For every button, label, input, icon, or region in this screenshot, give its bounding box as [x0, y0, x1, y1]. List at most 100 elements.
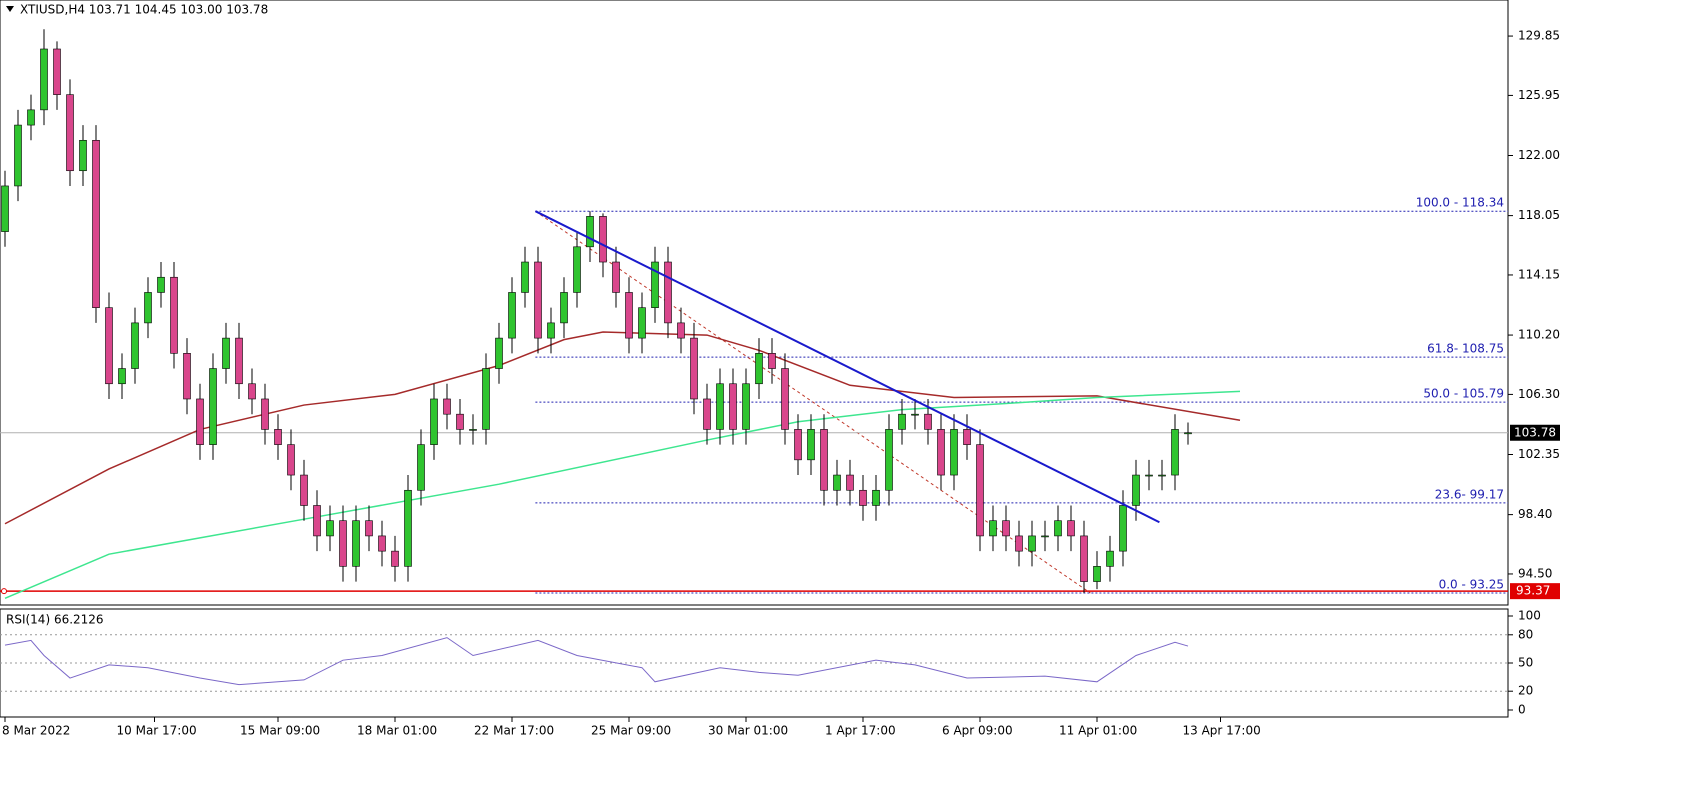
- candle-body: [248, 383, 256, 400]
- candle-body: [1041, 535, 1049, 538]
- candle-body: [508, 292, 516, 339]
- candle-body: [950, 429, 958, 476]
- fib-label: 61.8- 108.75: [1427, 342, 1504, 356]
- support-label: 93.37: [1516, 584, 1550, 598]
- candle-body: [417, 444, 425, 491]
- x-tick-label: 22 Mar 17:00: [474, 724, 554, 738]
- candle-body: [1, 185, 9, 232]
- candle-body: [469, 429, 477, 431]
- candle-body: [755, 353, 763, 385]
- rsi-label: RSI(14) 66.2126: [6, 613, 104, 627]
- candle-body: [547, 322, 555, 339]
- candle-body: [885, 429, 893, 491]
- x-tick-label: 25 Mar 09:00: [591, 724, 671, 738]
- support-anchor: [1, 588, 7, 595]
- candle-body: [261, 398, 269, 430]
- candle-body: [924, 413, 932, 430]
- moving-average: [4, 390, 1241, 599]
- x-tick-label: 15 Mar 09:00: [240, 724, 320, 738]
- candle-body: [664, 261, 672, 324]
- candle-body: [599, 216, 607, 263]
- candle-body: [651, 261, 659, 308]
- candle-body: [235, 337, 243, 385]
- x-tick-label: 13 Apr 17:00: [1183, 724, 1261, 738]
- chart-header: XTIUSD,H4 103.71 104.45 103.00 103.78: [20, 3, 268, 17]
- candle-body: [352, 520, 360, 567]
- candle-body: [144, 292, 152, 324]
- y-tick-label: 122.00: [1518, 148, 1560, 162]
- main-panel: [0, 0, 1509, 606]
- candle-body: [339, 520, 347, 567]
- candle-body: [222, 337, 230, 369]
- x-tick-label: 11 Apr 01:00: [1059, 724, 1137, 738]
- fib-label: 50.0 - 105.79: [1423, 387, 1504, 401]
- candle-body: [404, 489, 412, 567]
- candle-body: [131, 322, 139, 369]
- candle-body: [703, 398, 711, 430]
- candle-body: [573, 246, 581, 293]
- candle-body: [118, 368, 126, 385]
- x-tick-label: 1 Apr 17:00: [825, 724, 896, 738]
- candle-body: [313, 505, 321, 537]
- candle-body: [1015, 535, 1023, 552]
- candle-body: [53, 48, 61, 95]
- candle-body: [859, 489, 867, 506]
- moving-average: [4, 331, 1241, 525]
- candle-body: [716, 383, 724, 430]
- candle-body: [287, 444, 295, 476]
- y-tick-label: 102.35: [1518, 447, 1560, 461]
- y-tick-label: 110.20: [1518, 328, 1560, 342]
- candle-body: [729, 383, 737, 430]
- candle-body: [170, 276, 178, 354]
- rsi-tick-label: 100: [1518, 609, 1541, 623]
- candle-body: [105, 307, 113, 385]
- candle-body: [14, 124, 22, 187]
- candle-body: [1184, 432, 1192, 435]
- candle-body: [1067, 520, 1075, 537]
- candle-body: [833, 474, 841, 491]
- x-tick-label: 10 Mar 17:00: [117, 724, 197, 738]
- candle-body: [1028, 535, 1036, 552]
- candle-body: [534, 261, 542, 339]
- candle-body: [872, 489, 880, 506]
- y-tick-label: 94.50: [1518, 566, 1552, 580]
- candle-body: [79, 139, 87, 172]
- x-tick-label: 18 Mar 01:00: [357, 724, 437, 738]
- candle-body: [1171, 429, 1179, 476]
- rsi-tick-label: 20: [1518, 684, 1533, 698]
- y-tick-label: 106.30: [1518, 387, 1560, 401]
- candle-body: [677, 322, 685, 339]
- candle-body: [976, 444, 984, 537]
- candle-body: [638, 307, 646, 339]
- x-tick-label: 6 Apr 09:00: [942, 724, 1013, 738]
- candle-body: [326, 520, 334, 537]
- rsi-line: [4, 637, 1189, 686]
- y-tick-label: 118.05: [1518, 208, 1560, 222]
- candle-body: [1093, 566, 1101, 582]
- header-icon: [6, 6, 14, 12]
- candle-body: [898, 413, 906, 430]
- candle-body: [1158, 474, 1166, 477]
- trendline: [534, 210, 1160, 524]
- candle-body: [209, 368, 217, 445]
- candle-body: [196, 398, 204, 445]
- y-tick-label: 98.40: [1518, 507, 1552, 521]
- candle-body: [1132, 474, 1140, 506]
- candle-body: [365, 520, 373, 537]
- y-tick-label: 114.15: [1518, 267, 1560, 281]
- candle-body: [521, 261, 529, 293]
- candle-body: [1145, 474, 1153, 477]
- candle-body: [560, 292, 568, 324]
- candle-body: [690, 337, 698, 400]
- candle-body: [157, 276, 165, 293]
- candle-body: [625, 292, 633, 339]
- candle-body: [1080, 535, 1088, 582]
- x-tick-label: 8 Mar 2022: [2, 724, 70, 738]
- candle-body: [66, 94, 74, 172]
- y-tick-label: 125.95: [1518, 88, 1560, 102]
- candle-body: [92, 139, 100, 308]
- x-tick-label: 30 Mar 01:00: [708, 724, 788, 738]
- candle-body: [989, 520, 997, 537]
- fib-diagonal: [535, 210, 1091, 594]
